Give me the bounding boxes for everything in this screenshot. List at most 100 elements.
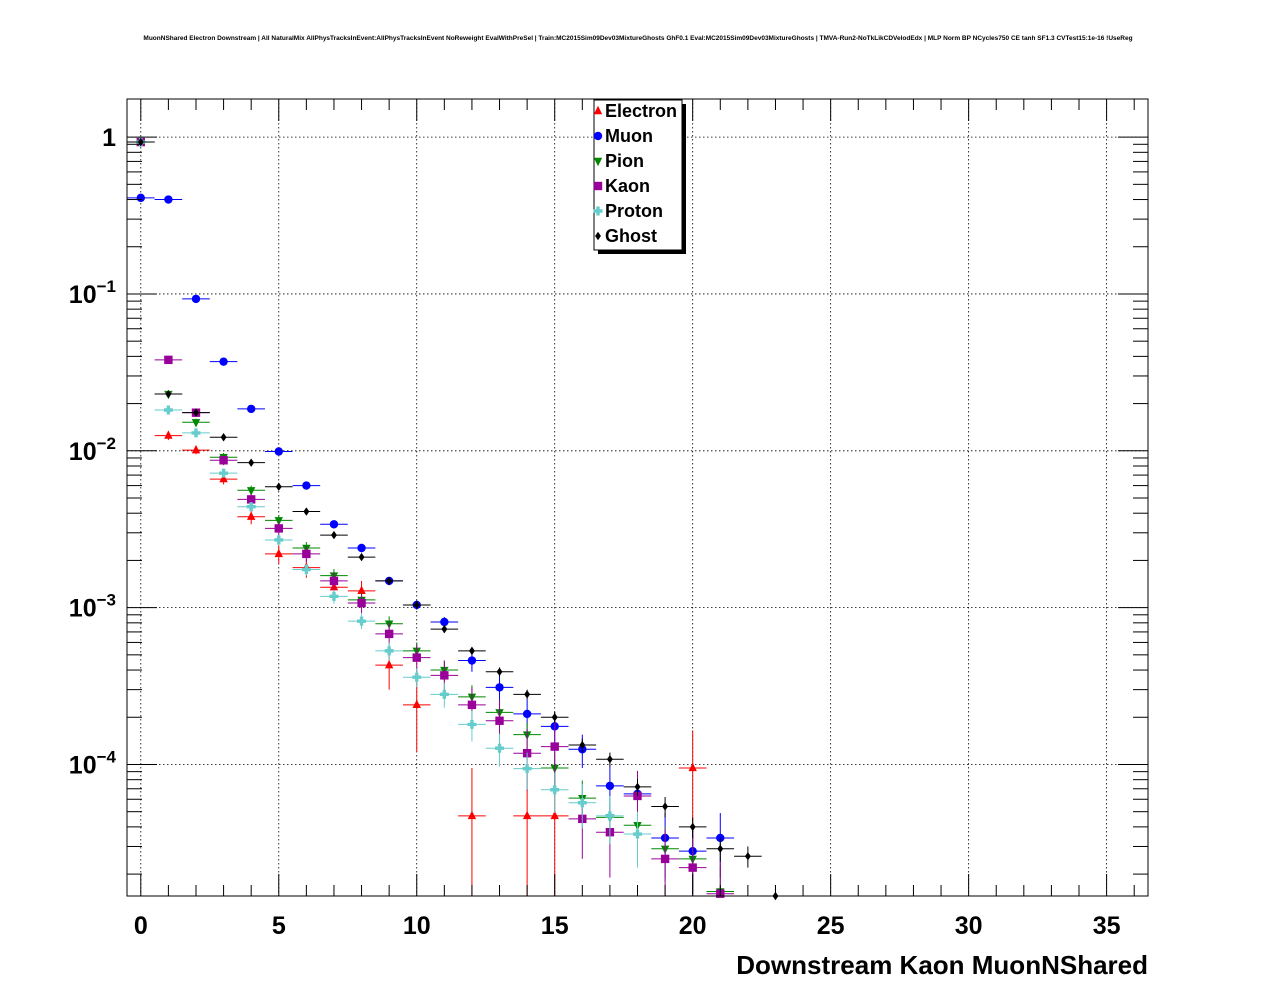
proton-point bbox=[274, 535, 284, 545]
ghost-point bbox=[413, 600, 420, 610]
kaon-point bbox=[412, 653, 421, 662]
label-layer: 0 5 10 15 20 25 30 35 1 10−1 10−2 10−3 10−4 bbox=[69, 124, 1121, 940]
kaon-point bbox=[384, 629, 394, 639]
ghost-point bbox=[165, 389, 172, 399]
x-tick-label: 0 bbox=[134, 912, 148, 940]
ghost-point bbox=[717, 844, 724, 853]
muon-point bbox=[495, 683, 504, 692]
proton-point bbox=[605, 811, 615, 821]
proton-point bbox=[577, 798, 587, 808]
legend: Electron Muon Pion Kaon Proton Ghost bbox=[593, 99, 686, 254]
muon-point bbox=[329, 520, 339, 529]
proton-point bbox=[550, 785, 560, 795]
ghost-point bbox=[579, 740, 586, 750]
series-ghost bbox=[127, 137, 790, 901]
x-tick-label: 30 bbox=[955, 912, 983, 940]
pion-point bbox=[274, 517, 283, 526]
ghost-point bbox=[303, 507, 310, 516]
ghost-point bbox=[275, 482, 282, 491]
kaon-point bbox=[219, 456, 228, 465]
proton-point bbox=[191, 428, 201, 438]
axis-layer bbox=[127, 99, 1148, 896]
kaon-point bbox=[688, 863, 697, 872]
x-tick-label: 20 bbox=[679, 912, 707, 940]
electron-point bbox=[522, 810, 532, 820]
muon-point bbox=[302, 481, 311, 490]
ghost-point bbox=[220, 433, 227, 442]
ghost-point bbox=[524, 690, 531, 699]
proton-point bbox=[522, 764, 532, 774]
y-tick-label: 10−2 bbox=[69, 434, 116, 466]
x-tick-label: 25 bbox=[817, 912, 845, 940]
proton-point bbox=[467, 719, 477, 729]
electron-point bbox=[357, 585, 366, 595]
proton-point bbox=[412, 672, 422, 682]
grid-layer bbox=[127, 99, 1148, 896]
ghost-point bbox=[331, 530, 337, 540]
kaon-point bbox=[274, 524, 283, 533]
muon-point bbox=[274, 447, 283, 456]
electron-point bbox=[467, 810, 477, 820]
proton-point bbox=[439, 689, 449, 699]
kaon-point bbox=[467, 700, 477, 710]
electron-point bbox=[191, 444, 201, 454]
electron-point bbox=[550, 810, 559, 820]
ghost-point bbox=[248, 458, 255, 467]
muon-point bbox=[440, 617, 449, 627]
electron-point bbox=[246, 511, 256, 520]
proton-point bbox=[246, 502, 256, 512]
legend-label-ghost: Ghost bbox=[605, 226, 657, 246]
kaon-point bbox=[246, 495, 256, 504]
muon-point bbox=[191, 294, 201, 304]
pion-point bbox=[191, 419, 201, 428]
y-tick-label: 10−1 bbox=[69, 277, 116, 309]
series-muon bbox=[127, 193, 735, 894]
muon-point bbox=[605, 781, 615, 791]
electron-point bbox=[384, 659, 394, 669]
kaon-point bbox=[550, 742, 559, 751]
proton-point bbox=[633, 829, 642, 839]
muon-point bbox=[164, 195, 173, 204]
proton-point bbox=[163, 405, 173, 415]
kaon-point bbox=[329, 576, 339, 586]
ghost-point bbox=[386, 576, 393, 586]
y-tick-label: 10−3 bbox=[69, 591, 116, 623]
ghost-point bbox=[468, 646, 475, 656]
x-tick-label: 15 bbox=[541, 912, 569, 940]
electron-point bbox=[219, 473, 228, 483]
ghost-point bbox=[193, 408, 199, 417]
ghost-point bbox=[551, 713, 558, 722]
proton-point bbox=[219, 468, 229, 478]
ghost-point bbox=[441, 624, 448, 634]
kaon-point bbox=[440, 671, 449, 680]
legend-marker-muon bbox=[593, 131, 603, 141]
proton-point bbox=[357, 616, 367, 626]
ghost-point bbox=[662, 802, 669, 811]
ghost-point bbox=[496, 667, 503, 676]
series-electron bbox=[127, 136, 707, 896]
electron-point bbox=[412, 699, 421, 709]
legend-label-electron: Electron bbox=[605, 101, 677, 121]
x-tick-label: 35 bbox=[1093, 912, 1121, 940]
legend-marker-electron bbox=[593, 105, 603, 115]
electron-point bbox=[164, 430, 173, 439]
data-layer bbox=[127, 136, 790, 901]
x-axis-title: Downstream Kaon MuonNShared bbox=[736, 950, 1148, 980]
ghost-point bbox=[606, 755, 613, 764]
kaon-point bbox=[164, 355, 173, 365]
muon-point bbox=[246, 404, 256, 414]
muon-point bbox=[467, 656, 477, 665]
electron-point bbox=[274, 548, 283, 558]
legend-marker-kaon bbox=[593, 181, 603, 191]
kaon-point bbox=[302, 549, 311, 559]
electron-point bbox=[688, 762, 697, 772]
legend-box bbox=[593, 99, 683, 251]
kaon-point bbox=[660, 854, 670, 864]
proton-point bbox=[301, 565, 311, 575]
legend-marker-pion bbox=[593, 157, 603, 167]
y-tick-label: 10−4 bbox=[69, 747, 117, 779]
legend-label-kaon: Kaon bbox=[605, 176, 650, 196]
proton-point bbox=[329, 591, 339, 601]
legend-label-muon: Muon bbox=[605, 126, 653, 146]
